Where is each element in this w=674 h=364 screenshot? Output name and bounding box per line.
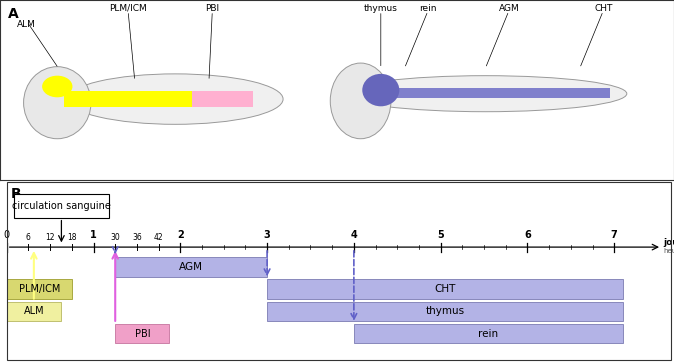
Text: thymus: thymus — [364, 4, 398, 13]
Text: 6: 6 — [26, 233, 31, 242]
Bar — [192, 91, 253, 107]
Text: 7: 7 — [611, 230, 617, 240]
Bar — [115, 257, 267, 277]
Text: jour: jour — [664, 238, 674, 247]
Text: 1: 1 — [90, 230, 97, 240]
Bar — [267, 279, 623, 299]
Text: AGM: AGM — [499, 4, 519, 13]
Ellipse shape — [330, 63, 391, 139]
Text: PBI: PBI — [135, 329, 150, 339]
Text: heure: heure — [664, 248, 674, 254]
Text: ALM: ALM — [24, 306, 44, 316]
Text: 5: 5 — [437, 230, 444, 240]
Ellipse shape — [344, 76, 627, 112]
Text: 0: 0 — [3, 230, 10, 240]
Text: CHT: CHT — [594, 4, 613, 13]
Text: 2: 2 — [177, 230, 184, 240]
Text: 36: 36 — [132, 233, 142, 242]
Bar — [115, 324, 169, 343]
Text: AGM: AGM — [179, 262, 203, 272]
Text: 3: 3 — [264, 230, 270, 240]
Text: circulation sanguine: circulation sanguine — [12, 201, 111, 211]
Bar — [381, 88, 610, 98]
Text: rein: rein — [479, 329, 499, 339]
Text: 18: 18 — [67, 233, 77, 242]
Bar — [7, 301, 61, 321]
Bar — [267, 301, 623, 321]
Text: A: A — [8, 7, 19, 21]
Bar — [7, 279, 72, 299]
Text: CHT: CHT — [434, 284, 456, 294]
Text: thymus: thymus — [425, 306, 464, 316]
Text: 30: 30 — [111, 233, 120, 242]
Text: rein: rein — [419, 4, 437, 13]
Text: 12: 12 — [45, 233, 55, 242]
Text: 42: 42 — [154, 233, 163, 242]
Text: PLM/ICM: PLM/ICM — [19, 284, 60, 294]
Text: ALM: ALM — [17, 20, 36, 29]
Text: 6: 6 — [524, 230, 531, 240]
Bar — [354, 324, 623, 343]
Text: PBI: PBI — [206, 4, 219, 13]
Ellipse shape — [67, 74, 283, 124]
Ellipse shape — [24, 67, 91, 139]
Bar — [64, 91, 229, 107]
Text: 4: 4 — [350, 230, 357, 240]
Ellipse shape — [42, 76, 73, 97]
Text: PLM/ICM: PLM/ICM — [109, 4, 147, 13]
Ellipse shape — [362, 74, 399, 106]
Text: B: B — [11, 187, 22, 201]
Bar — [13, 194, 109, 218]
